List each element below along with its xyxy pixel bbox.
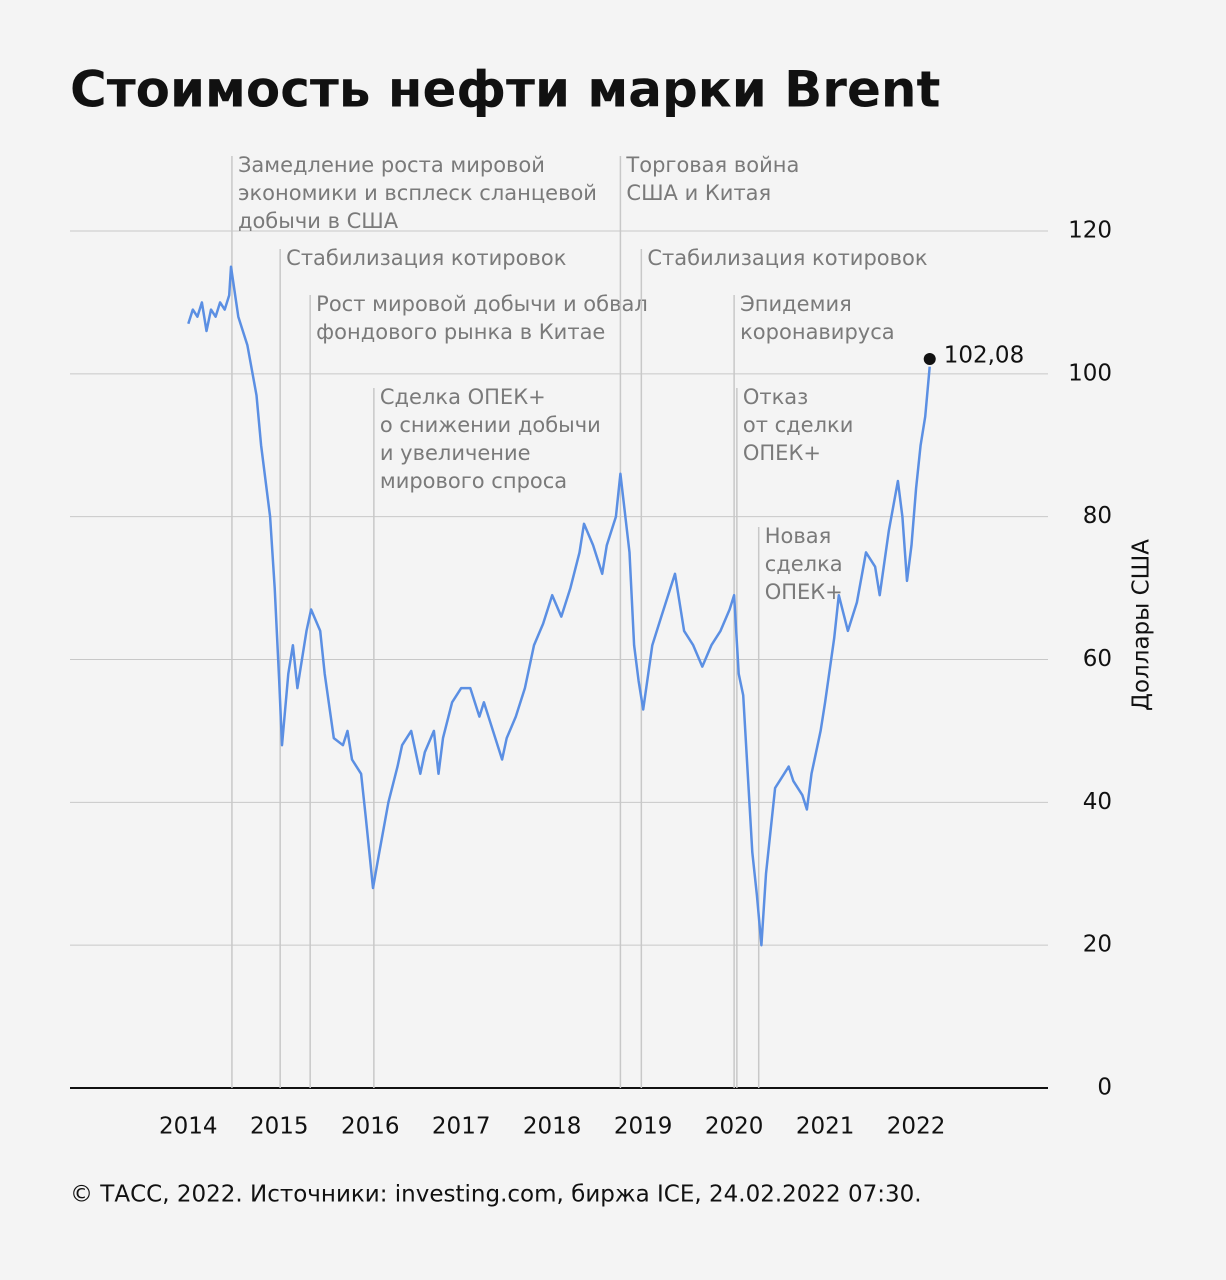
annotation-text: Новая [765,524,832,548]
x-tick-label: 2017 [432,1114,491,1140]
annotation-text: Рост мировой добычи и обвал [316,292,648,316]
last-value-label: 102,08 [944,342,1024,368]
x-tick-label: 2014 [159,1114,218,1140]
footer: © ТАСС, 2022. Источники: investing.com, … [70,1182,922,1208]
annotation-text: Отказ [743,385,808,409]
y-tick-label: 20 [1083,932,1112,958]
x-tick-label: 2019 [614,1114,673,1140]
annotation-text: Замедление роста мировой [238,153,545,177]
annotation-text: и увеличение [380,441,531,465]
annotation-text: о снижении добычи [380,413,601,437]
annotation-text: от сделки [743,413,854,437]
annotation-text: США и Китая [626,181,771,205]
annotation-text: ОПЕК+ [743,441,821,465]
y-tick-label: 80 [1083,503,1112,529]
annotation-text: экономики и всплеск сланцевой [238,181,597,205]
annotation-text: коронавируса [740,320,895,344]
annotation-text: ОПЕК+ [765,580,843,604]
annotation-text: добычи в США [238,209,399,233]
x-tick-label: 2015 [250,1114,309,1140]
chart-title: Стоимость нефти марки Brent [70,61,940,119]
y-tick-label: 40 [1083,789,1112,815]
y-axis-label: Доллары США [1129,539,1155,711]
annotation-text: сделка [765,552,843,576]
y-tick-label: 100 [1068,360,1112,386]
annotation-text: Эпидемия [740,292,852,316]
annotation-text: Торговая война [625,153,799,177]
annotation-text: фондового рынка в Китае [316,320,605,344]
y-tick-label: 120 [1068,218,1112,244]
x-tick-label: 2018 [523,1114,582,1140]
annotation-text: Стабилизация котировок [647,246,927,270]
y-tick-label: 0 [1097,1075,1112,1101]
annotation-text: Стабилизация котировок [286,246,566,270]
x-tick-label: 2016 [341,1114,400,1140]
x-tick-label: 2021 [796,1114,855,1140]
x-tick-label: 2022 [887,1114,946,1140]
annotation-text: Сделка ОПЕК+ [380,385,546,409]
price-line [187,265,931,947]
last-point [923,352,936,365]
annotation-text: мирового спроса [380,469,567,493]
y-tick-label: 60 [1083,646,1112,672]
x-tick-label: 2020 [705,1114,764,1140]
